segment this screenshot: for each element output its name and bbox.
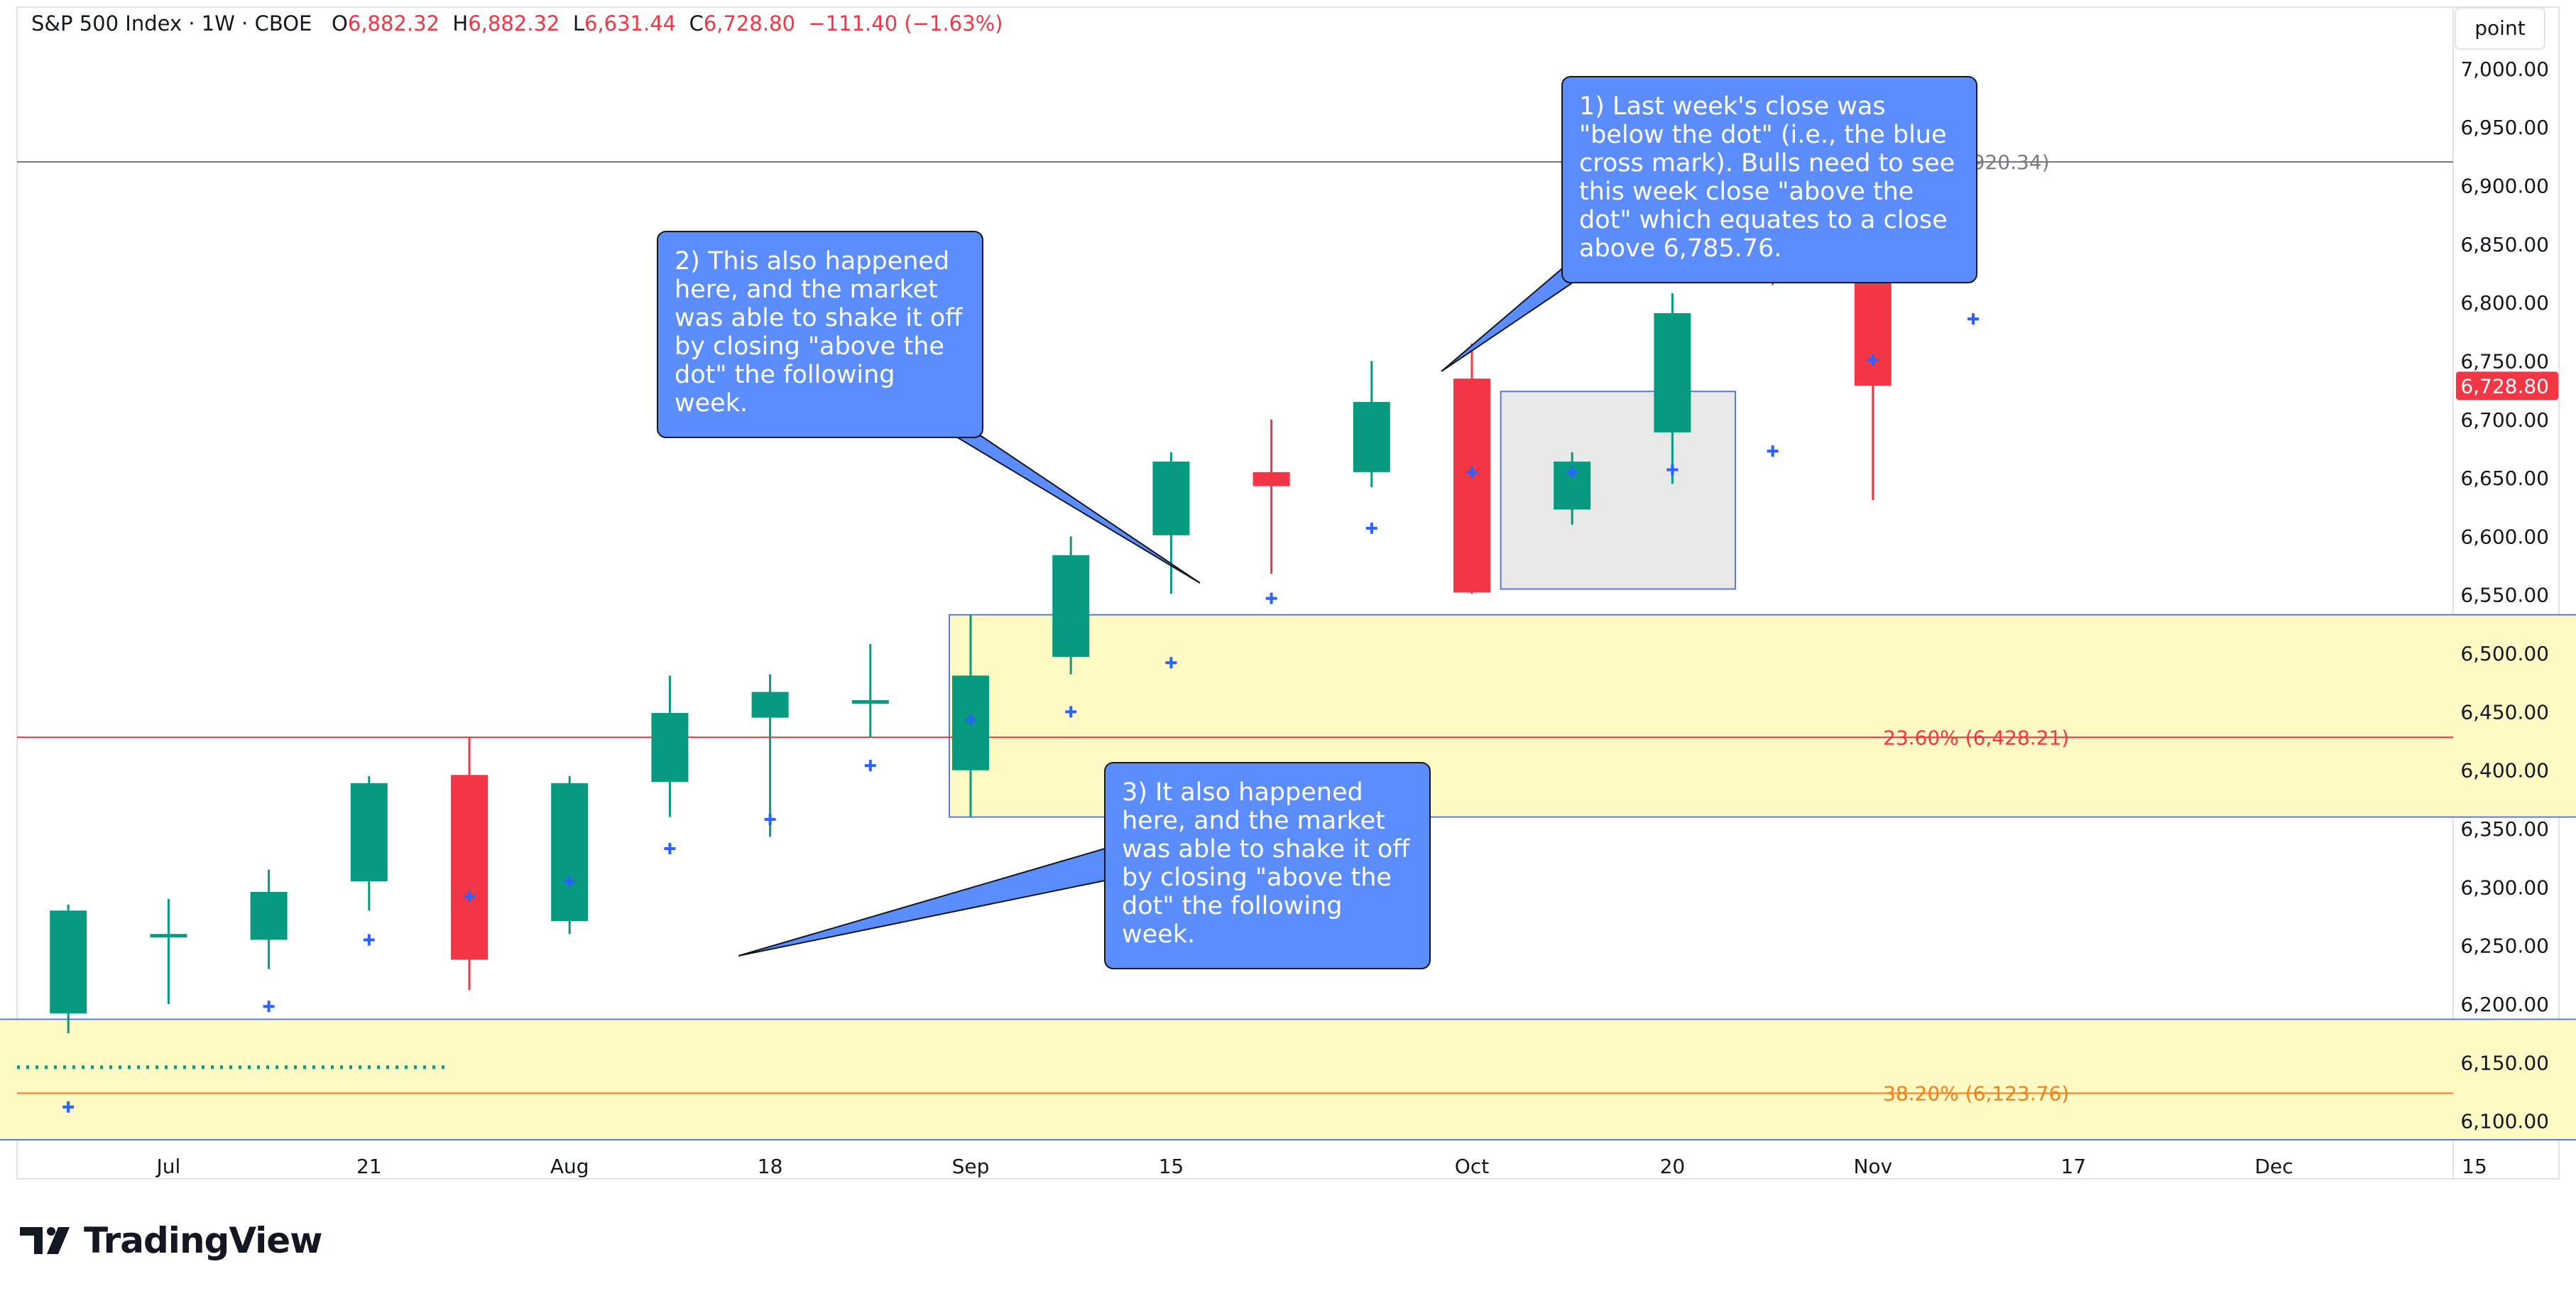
symbol-name: S&P 500 Index · 1W · CBOE <box>31 11 312 36</box>
last-price-label: 6,728.80 <box>2460 374 2549 398</box>
annotation-2: 2) This also happened here, and the mark… <box>675 247 963 418</box>
candle-body-2[interactable] <box>50 910 87 1014</box>
y-tick-label-3: 6,900.00 <box>2460 174 2549 197</box>
tradingview-logo[interactable]: TradingView <box>20 1220 322 1261</box>
open-value: 6,882.32 <box>347 11 440 36</box>
y-tick-label-17: 6,200.00 <box>2460 993 2549 1016</box>
zone-box-3 <box>1500 391 1737 590</box>
annotation-3-pointer <box>738 847 1106 957</box>
candle-body-14[interactable] <box>1252 472 1290 486</box>
dot-cross-6 <box>664 843 676 855</box>
x-tick-label-6: Jul <box>155 1155 181 1178</box>
x-tick-label-14: Nov <box>1853 1155 1892 1178</box>
dot-cross-13 <box>1365 522 1377 534</box>
candle-body-10[interactable] <box>851 699 889 704</box>
annotation-3: 3) It also happened here, and the market… <box>1122 778 1410 949</box>
candle-body-6[interactable] <box>451 775 488 960</box>
y-tick-label-16: 6,250.00 <box>2460 935 2549 958</box>
high-value: 6,882.32 <box>468 11 560 36</box>
y-tick-label-10: 6,550.00 <box>2460 584 2549 607</box>
annotation-box-2[interactable] <box>657 231 983 438</box>
candle-body-15[interactable] <box>1353 402 1390 472</box>
y-tick-label-9: 6,600.00 <box>2460 525 2549 548</box>
x-tick-label-13: 20 <box>1660 1155 1686 1178</box>
x-tick-label-15: 17 <box>2061 1155 2086 1178</box>
dot-cross-19 <box>1968 313 1979 325</box>
x-tick-label-8: Aug <box>550 1155 589 1178</box>
y-tick-label-14: 6,350.00 <box>2460 817 2549 841</box>
price-scale-mode-button[interactable]: point <box>2455 7 2545 50</box>
dot-cross-2 <box>263 1001 275 1013</box>
candle-body-8[interactable] <box>651 713 689 783</box>
tradingview-wordmark: TradingView <box>84 1220 322 1261</box>
candle-body-5[interactable] <box>350 783 388 882</box>
dot-cross-7 <box>764 813 776 825</box>
x-tick-label-7: 21 <box>356 1155 382 1178</box>
close-value: 6,728.80 <box>703 11 795 36</box>
dot-cross-15 <box>1566 466 1578 478</box>
low-label: L <box>572 11 584 36</box>
x-tick-label-9: 18 <box>758 1155 783 1178</box>
x-tick-label-10: Sep <box>952 1155 990 1178</box>
dot-cross-1 <box>62 1101 75 1113</box>
y-tick-label-11: 6,500.00 <box>2460 642 2549 665</box>
low-value: 6,631.44 <box>584 11 677 36</box>
candle-body-9[interactable] <box>751 692 789 718</box>
fib-level-label-2: 23.60% (6,428.21) <box>1883 726 2069 749</box>
candle-body-4[interactable] <box>250 891 288 940</box>
open-label: O <box>332 11 348 36</box>
tradingview-logo-icon <box>20 1227 70 1254</box>
candle-body-3[interactable] <box>150 934 187 938</box>
y-tick-label-7: 6,700.00 <box>2460 408 2549 432</box>
dot-cross-4 <box>464 890 475 903</box>
last-price-badge <box>2456 371 2558 401</box>
y-tick-label-2: 6,950.00 <box>2460 116 2549 139</box>
y-tick-label-19: 6,100.00 <box>2460 1110 2549 1133</box>
x-tick-label-17: 15 <box>2462 1155 2487 1178</box>
annotation-box-3[interactable] <box>1104 762 1431 969</box>
x-tick-label-12: Oct <box>1455 1155 1489 1178</box>
annotation-1: 1) Last week's close was "below the dot"… <box>1579 92 1955 263</box>
zone-box-1 <box>949 614 2576 818</box>
dot-cross-10 <box>1065 706 1077 718</box>
dot-cross-14 <box>1466 466 1478 478</box>
close-label: C <box>689 11 704 36</box>
candle-body-13[interactable] <box>1152 462 1190 535</box>
y-tick-label-5: 6,800.00 <box>2460 291 2549 315</box>
annotation-box-1[interactable] <box>1561 76 1977 283</box>
y-tick-label-15: 6,300.00 <box>2460 876 2549 899</box>
candle-body-7[interactable] <box>551 783 589 922</box>
high-label: H <box>452 11 469 36</box>
annotation-1-pointer <box>1441 264 1576 372</box>
x-tick-label-16: Dec <box>2255 1155 2293 1178</box>
fib-level-label-3: 38.20% (6,123.76) <box>1883 1082 2069 1106</box>
dot-cross-9 <box>965 714 976 726</box>
dot-cross-5 <box>564 876 576 888</box>
dot-cross-16 <box>1666 464 1679 476</box>
y-tick-label-6: 6,750.00 <box>2460 349 2549 373</box>
y-tick-label-13: 6,400.00 <box>2460 759 2549 783</box>
candle-body-16[interactable] <box>1453 378 1490 593</box>
candle-body-18[interactable] <box>1654 312 1691 432</box>
dot-cross-11 <box>1165 657 1177 669</box>
y-tick-label-4: 6,850.00 <box>2460 233 2549 256</box>
dot-cross-8 <box>864 760 876 772</box>
y-tick-label-8: 6,650.00 <box>2460 467 2549 490</box>
chart-legend: S&P 500 Index · 1W · CBOE O6,882.32 H6,8… <box>31 11 1003 36</box>
chart-frame <box>16 6 2560 1180</box>
y-tick-label-12: 6,450.00 <box>2460 700 2549 724</box>
x-tick-label-11: 15 <box>1159 1155 1184 1178</box>
dot-cross-18 <box>1867 354 1879 366</box>
dot-cross-12 <box>1265 592 1277 604</box>
dot-cross-17 <box>1767 445 1779 457</box>
y-tick-label-1: 7,000.00 <box>2460 58 2549 81</box>
y-tick-label-18: 6,150.00 <box>2460 1051 2549 1074</box>
dot-cross-3 <box>363 934 375 946</box>
zone-box-2 <box>0 1018 2576 1141</box>
change-value: −111.40 (−1.63%) <box>808 11 1003 36</box>
candle-body-12[interactable] <box>1052 555 1090 657</box>
